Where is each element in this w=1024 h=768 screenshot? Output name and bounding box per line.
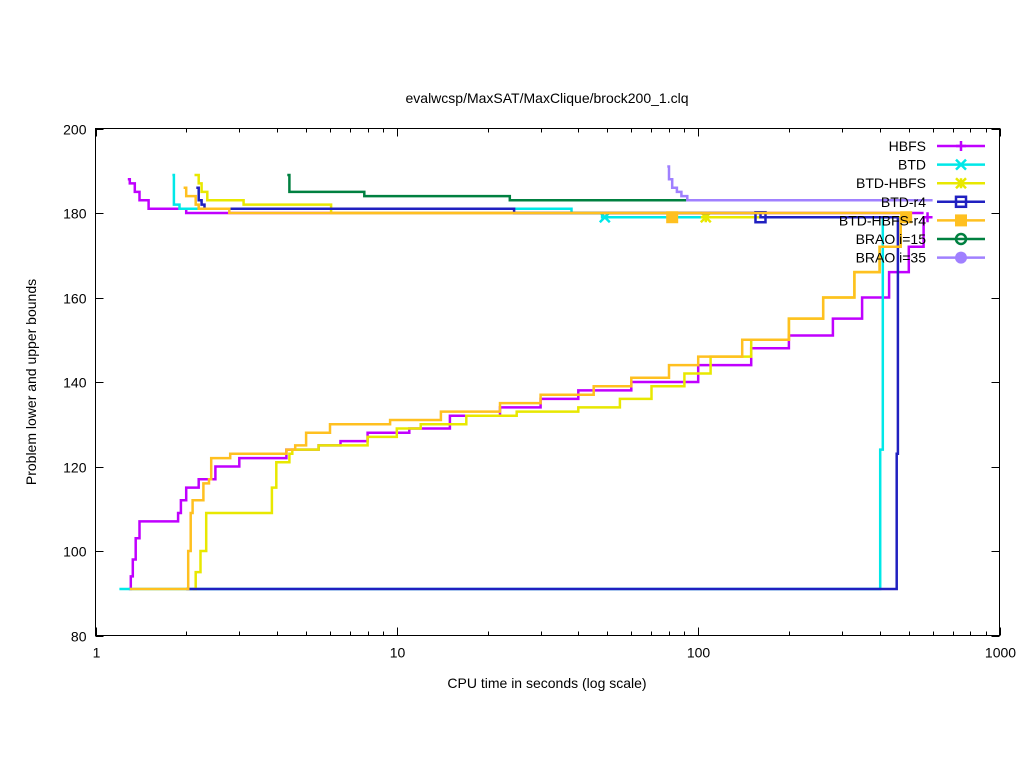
plot-border: [95, 128, 1000, 636]
star-shape: [955, 177, 967, 190]
plus-shape: [956, 141, 966, 151]
y-tick-label: 100: [63, 544, 87, 560]
star-marker: [699, 211, 712, 224]
legend-entry: BRAO i=35: [856, 250, 985, 266]
filled-box-shape: [900, 211, 913, 224]
x-tick-label: 100: [687, 645, 711, 661]
legend-entry: BTD-HBFS: [856, 175, 985, 191]
y-axis-label: Problem lower and upper bounds: [23, 279, 39, 485]
upper-bound-line: [172, 173, 883, 219]
legend-entry: BTD: [898, 157, 985, 173]
circle-shape: [954, 232, 968, 246]
lower-bound-line: [192, 221, 902, 591]
circle-marker: [954, 232, 968, 246]
y-tick-label: 120: [63, 460, 87, 476]
lower-bound-line: [186, 217, 900, 591]
legend-label: BTD-HBFS-r4: [839, 212, 926, 228]
upper-bound-line: [183, 186, 901, 215]
star-shape: [699, 211, 712, 224]
filled-box-marker: [666, 211, 679, 224]
lower-bound-line: [129, 217, 902, 591]
plus-marker: [956, 141, 966, 151]
filled-circle-marker: [955, 251, 967, 264]
y-tick-label: 160: [63, 291, 87, 307]
box-shape: [954, 195, 968, 209]
plot-area: [119, 165, 933, 591]
legend-entry: BRAO i=15: [856, 231, 985, 247]
x-axis-label: CPU time in seconds (log scale): [447, 675, 646, 691]
lower-bound-line: [128, 217, 925, 591]
legend-label: BRAO i=15: [856, 231, 927, 247]
legend-label: BTD-r4: [881, 194, 926, 210]
legend-label: BTD-HBFS: [856, 175, 926, 191]
series-hbfs: [127, 177, 933, 591]
series-btd-r4: [186, 186, 900, 591]
y-tick-label: 140: [63, 375, 87, 391]
legend-label: BRAO i=35: [856, 250, 927, 266]
legend-label: BTD: [898, 157, 926, 173]
filled-box-shape: [666, 211, 679, 224]
axes: 80 100 120 140 160 180 200 1 10 100 1000: [63, 122, 1016, 661]
series-btd: [119, 173, 885, 591]
legend-entry: BTD-HBFS-r4: [839, 212, 985, 228]
cross-shape: [955, 158, 967, 171]
upper-bound-line: [194, 173, 901, 219]
filled-box-marker: [900, 211, 913, 224]
plus-shape: [922, 212, 933, 223]
series-btd-hbfs: [192, 173, 902, 591]
filled-circle-shape: [955, 251, 967, 264]
y-tick-label: 200: [63, 122, 87, 138]
y-tick-label: 80: [71, 629, 87, 645]
filled-box-marker: [955, 214, 967, 227]
box-marker: [954, 195, 968, 209]
plus-marker: [922, 212, 933, 223]
legend: HBFS BTD BTD-HBFS BTD-r4 BTD-HBFS-r4 BRAO i=1…: [839, 138, 985, 266]
y-tick-label: 180: [63, 206, 87, 222]
x-tick-label: 1000: [985, 645, 1016, 661]
legend-entry: HBFS: [889, 138, 985, 154]
x-tick-label: 10: [390, 645, 406, 661]
upper-bound-line: [667, 165, 933, 202]
chart-title: evalwcsp/MaxSAT/MaxClique/brock200_1.clq: [406, 90, 689, 106]
cross-marker: [955, 158, 967, 171]
series-brao-i-35: [667, 165, 933, 202]
legend-entry: BTD-r4: [881, 194, 985, 210]
star-marker: [955, 177, 967, 190]
x-tick-label: 1: [93, 645, 101, 661]
filled-box-shape: [955, 214, 967, 227]
series-btd-hbfs-r4: [129, 186, 913, 591]
series-brao-i-15: [287, 173, 895, 202]
upper-bound-line: [287, 173, 895, 202]
legend-label: HBFS: [889, 138, 926, 154]
